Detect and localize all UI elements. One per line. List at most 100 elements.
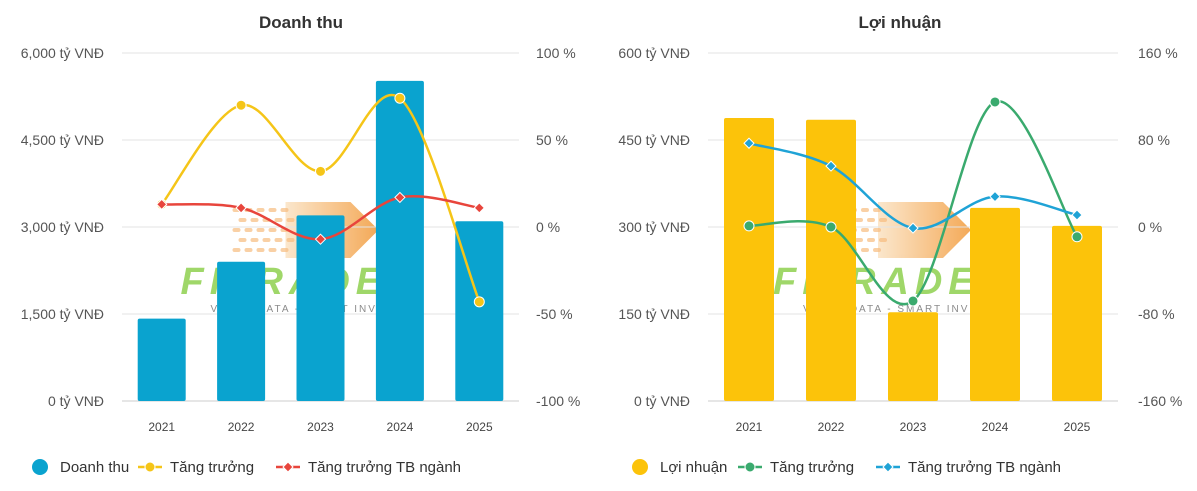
bar-revenue-2021[interactable] [137, 318, 186, 401]
watermark-dash-profit [855, 218, 863, 222]
watermark-dash-revenue [268, 248, 277, 252]
bar-profit-2025[interactable] [1052, 225, 1102, 401]
point-revenue-series-1-2023 [315, 165, 326, 177]
watermark-dash-profit [879, 218, 887, 222]
y2-tick-label-revenue: 50 % [536, 132, 568, 148]
point-profit-series-1-2022 [825, 221, 837, 233]
watermark-dash-profit [867, 218, 875, 222]
watermark-dash-profit [873, 208, 881, 212]
legend-label-revenue-1: Tăng trưởng [170, 459, 254, 476]
watermark-dash-revenue [250, 218, 259, 222]
point-revenue-series-2-2025 [473, 202, 486, 214]
watermark-dash-revenue [274, 238, 283, 242]
text-layer: Doanh thu 0 tỷ VNĐ 1,500 tỷ VNĐ 3,000 tỷ VN… [21, 13, 1183, 434]
bars-layer [137, 80, 1102, 402]
point-revenue-series-2-2021 [155, 198, 168, 211]
y-tick-label-revenue: 3,000 tỷ VNĐ [21, 219, 104, 235]
watermark-dash-revenue [274, 218, 283, 222]
legend-marker-revenue-1 [144, 461, 156, 473]
legend-label-profit-1: Tăng trưởng [770, 459, 854, 476]
y-tick-label-profit: 0 tỷ VNĐ [634, 393, 690, 409]
y2-tick-label-profit: 0 % [1138, 219, 1162, 235]
y-tick-label-revenue: 0 tỷ VNĐ [48, 393, 104, 409]
bar-profit-2022[interactable] [806, 119, 856, 401]
y-tick-label-revenue: 4,500 tỷ VNĐ [21, 132, 104, 148]
watermark-dash-revenue [280, 248, 289, 252]
watermark-dash-profit [873, 228, 881, 232]
x-tick-label-profit: 2023 [900, 420, 927, 434]
line-revenue-series-1[interactable] [160, 93, 481, 303]
lines-layer [155, 92, 1083, 308]
watermark-dash-revenue [244, 228, 253, 232]
legend-label-profit-0: Lợi nhuận [660, 459, 727, 476]
y2-tick-label-profit: 160 % [1138, 45, 1178, 61]
legend-swatch-revenue-0 [32, 459, 48, 475]
point-profit-series-1-2021 [743, 220, 755, 232]
legend-layer[interactable]: Doanh thu Tăng trưởng Tăng trưởng TB ngành… [32, 459, 1061, 476]
legend-marker-profit-2 [882, 461, 894, 473]
watermark-dash-revenue [244, 248, 253, 252]
watermark-dash-profit [855, 238, 863, 242]
legend-label-profit-2: Tăng trưởng TB ngành [908, 459, 1061, 476]
y-tick-label-revenue: 1,500 tỷ VNĐ [21, 306, 104, 322]
bar-revenue-2023[interactable] [296, 215, 345, 401]
watermark-tagline-profit: VALUE DATA - SMART INVEST [803, 304, 995, 315]
x-tick-label-revenue: 2023 [307, 420, 334, 434]
legend-label-revenue-0: Doanh thu [60, 459, 129, 476]
y2-tick-label-profit: 80 % [1138, 132, 1170, 148]
point-profit-series-2-2025 [1071, 209, 1083, 221]
chart-title-profit: Lợi nhuận [859, 13, 942, 32]
bar-revenue-2024[interactable] [375, 80, 424, 401]
bar-profit-2023[interactable] [888, 312, 938, 401]
legend-item-profit-0[interactable]: Lợi nhuận [632, 459, 727, 476]
y2-tick-label-profit: -160 % [1138, 393, 1182, 409]
bar-revenue-2022[interactable] [217, 261, 266, 401]
watermark-dash-revenue [268, 208, 277, 212]
bar-profit-2024[interactable] [970, 207, 1020, 401]
bar-profit-2021[interactable] [724, 117, 774, 402]
x-tick-label-revenue: 2024 [387, 420, 414, 434]
x-tick-label-revenue: 2025 [466, 420, 493, 434]
point-revenue-series-1-2022 [235, 99, 247, 111]
point-revenue-series-1-2024 [394, 92, 406, 104]
watermark-dash-revenue [256, 228, 265, 232]
watermark-dash-revenue [286, 218, 295, 222]
watermark-dash-revenue [280, 208, 289, 212]
legend-item-revenue-1[interactable]: Tăng trưởng [138, 459, 254, 476]
point-profit-series-2-2021 [743, 137, 755, 149]
legend-item-profit-1[interactable]: Tăng trưởng [738, 459, 854, 476]
y-tick-label-profit: 150 tỷ VNĐ [618, 306, 690, 322]
legend-item-revenue-0[interactable]: Doanh thu [32, 459, 129, 476]
line-profit-series-1[interactable] [748, 100, 1079, 306]
point-revenue-series-2-2023 [314, 233, 327, 245]
point-profit-series-1-2024 [989, 96, 1001, 108]
legend-swatch-profit-0 [632, 459, 648, 475]
watermark-dash-revenue [250, 238, 259, 242]
watermark-dash-revenue [238, 218, 247, 222]
point-revenue-series-2-2024 [394, 191, 406, 204]
point-revenue-series-2-2022 [235, 202, 247, 214]
x-tick-label-profit: 2025 [1064, 420, 1091, 434]
y-tick-label-profit: 450 tỷ VNĐ [618, 132, 690, 148]
watermark-dash-profit [861, 228, 869, 232]
legend-item-profit-2[interactable]: Tăng trưởng TB ngành [876, 459, 1061, 476]
point-profit-series-2-2022 [825, 160, 837, 172]
legend-item-revenue-2[interactable]: Tăng trưởng TB ngành [276, 459, 461, 476]
chart-title-revenue: Doanh thu [259, 13, 343, 32]
x-tick-label-profit: 2024 [982, 420, 1009, 434]
watermark-dash-revenue [238, 238, 247, 242]
y-tick-label-revenue: 6,000 tỷ VNĐ [21, 45, 104, 61]
x-tick-label-revenue: 2021 [148, 420, 175, 434]
point-profit-series-1-2025 [1071, 231, 1083, 243]
watermark-arrow-shape-profit [878, 202, 971, 258]
watermark-dash-profit [873, 248, 881, 252]
y2-tick-label-revenue: -100 % [536, 393, 580, 409]
watermark-dash-revenue [262, 238, 271, 242]
point-revenue-series-1-2025 [473, 296, 485, 308]
watermark-dash-profit [867, 238, 875, 242]
x-tick-label-revenue: 2022 [228, 420, 255, 434]
y2-tick-label-profit: -80 % [1138, 306, 1175, 322]
watermark-dash-revenue [268, 228, 277, 232]
y-tick-label-profit: 600 tỷ VNĐ [618, 45, 690, 61]
